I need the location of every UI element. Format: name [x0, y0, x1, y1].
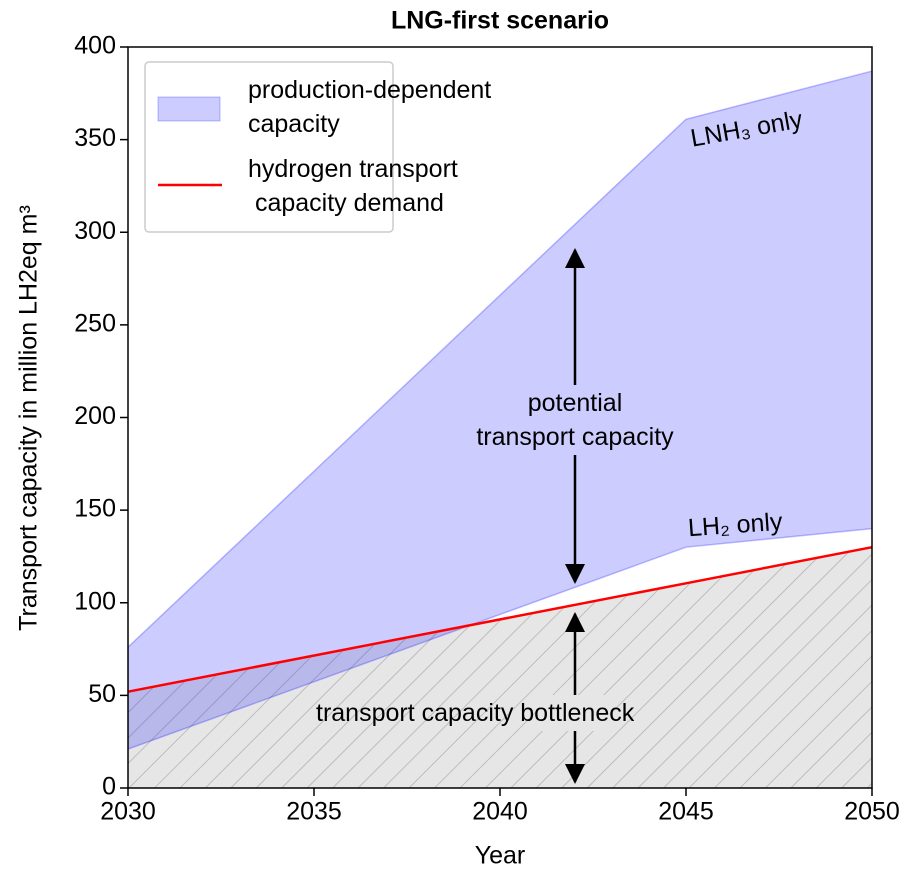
y-tick-label: 300: [74, 217, 116, 245]
x-tick-label: 2035: [286, 798, 342, 826]
capacity-band: [128, 71, 872, 750]
y-tick-label: 350: [74, 124, 116, 152]
legend-swatch: [157, 96, 221, 122]
annotation: transport capacity bottleneck: [316, 699, 635, 727]
legend-label: hydrogen transport capacity demand: [248, 155, 458, 217]
y-tick-label: 150: [74, 495, 116, 523]
annotation: potential transport capacity: [476, 389, 674, 451]
y-tick-label: 100: [74, 587, 116, 615]
band-edge-lower: [127, 527, 873, 750]
y-tick-label: 250: [74, 309, 116, 337]
bottleneck-area: [128, 547, 872, 788]
demand-line: [127, 545, 873, 693]
y-tick-label: 0: [102, 773, 116, 801]
x-tick-label: 2040: [472, 798, 528, 826]
y-tick-label: 50: [88, 680, 116, 708]
x-tick-label: 2045: [658, 798, 714, 826]
legend-label: production-dependent capacity: [248, 76, 492, 138]
x-tick-label: 2050: [844, 798, 900, 826]
arrow-label-bg: [505, 385, 645, 455]
y-tick-label: 400: [74, 32, 116, 60]
y-tick-label: 200: [74, 402, 116, 430]
legend-box: [144, 61, 394, 233]
x-axis-label: Year: [475, 842, 526, 870]
arrow-label-bg: [540, 695, 610, 731]
chart-title: LNG-first scenario: [391, 7, 609, 35]
band-edge-upper: [127, 70, 873, 648]
x-tick-label: 2030: [100, 798, 156, 826]
y-axis-label: Transport capacity in million LH2eq m³: [15, 205, 43, 631]
annotation: LH₂ only: [687, 507, 784, 543]
